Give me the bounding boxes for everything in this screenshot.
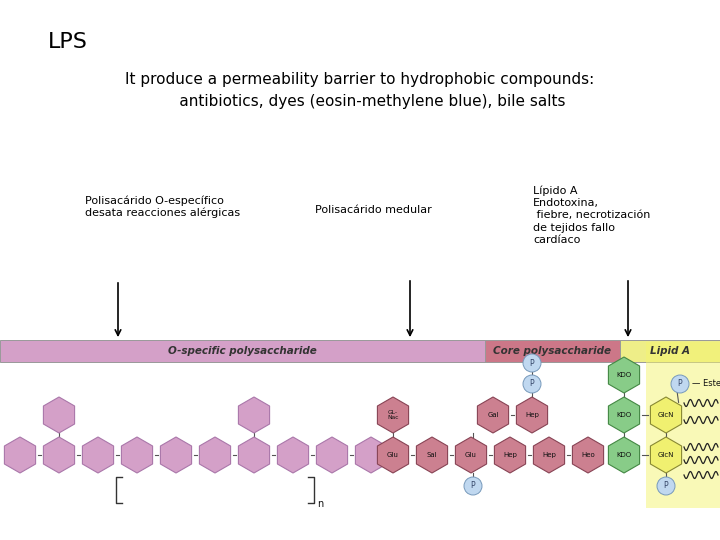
Polygon shape	[43, 397, 75, 433]
Polygon shape	[238, 397, 269, 433]
Text: Polisacárido medular: Polisacárido medular	[315, 205, 432, 215]
Text: Hep: Hep	[525, 412, 539, 418]
Text: Glu: Glu	[387, 452, 399, 458]
Polygon shape	[82, 437, 114, 473]
Polygon shape	[199, 437, 230, 473]
Text: O-specific polysaccharide: O-specific polysaccharide	[168, 346, 316, 356]
Text: Glu: Glu	[465, 452, 477, 458]
Text: P: P	[664, 482, 668, 490]
Polygon shape	[495, 437, 526, 473]
Text: KDO: KDO	[616, 452, 631, 458]
Polygon shape	[608, 397, 639, 433]
Circle shape	[464, 477, 482, 495]
Polygon shape	[572, 437, 603, 473]
Text: KDO: KDO	[616, 412, 631, 418]
Bar	[485, 340, 620, 362]
Polygon shape	[477, 397, 508, 433]
Text: Gal: Gal	[487, 412, 499, 418]
Text: GL-
Nac: GL- Nac	[387, 410, 399, 420]
Text: LPS: LPS	[48, 32, 88, 52]
Polygon shape	[161, 437, 192, 473]
Text: — Ester amine: — Ester amine	[692, 379, 720, 388]
Bar	[646, 342, 720, 508]
Polygon shape	[650, 397, 682, 433]
Polygon shape	[4, 437, 35, 473]
Circle shape	[523, 375, 541, 393]
Text: P: P	[471, 482, 475, 490]
Polygon shape	[277, 437, 309, 473]
Text: Lípido A
Endotoxina,
 fiebre, necrotización
de tejidos fallo
cardíaco: Lípido A Endotoxina, fiebre, necrotizaci…	[533, 185, 650, 245]
Text: P: P	[678, 380, 683, 388]
Polygon shape	[608, 437, 639, 473]
Text: Lipid A: Lipid A	[650, 346, 690, 356]
Polygon shape	[356, 437, 387, 473]
Polygon shape	[608, 357, 639, 393]
Text: Polisacárido O-específico
desata reacciones alérgicas: Polisacárido O-específico desata reaccio…	[85, 195, 240, 218]
Bar	[620, 340, 720, 362]
Polygon shape	[377, 397, 408, 433]
Text: Sal: Sal	[427, 452, 437, 458]
Text: Core polysaccharide: Core polysaccharide	[493, 346, 611, 356]
Bar	[0, 340, 485, 362]
Polygon shape	[43, 437, 75, 473]
Text: GlcN: GlcN	[658, 452, 674, 458]
Text: Hep: Hep	[503, 452, 517, 458]
Polygon shape	[238, 437, 269, 473]
Text: GlcN: GlcN	[658, 412, 674, 418]
Text: KDO: KDO	[616, 372, 631, 378]
Polygon shape	[416, 437, 448, 473]
Text: It produce a permeability barrier to hydrophobic compounds:
     antibiotics, dy: It produce a permeability barrier to hyd…	[125, 72, 595, 109]
Polygon shape	[122, 437, 153, 473]
Text: n: n	[317, 499, 323, 509]
Circle shape	[523, 354, 541, 372]
Text: P: P	[530, 359, 534, 368]
Text: Heo: Heo	[581, 452, 595, 458]
Text: Hep: Hep	[542, 452, 556, 458]
Circle shape	[671, 375, 689, 393]
Polygon shape	[377, 437, 408, 473]
Circle shape	[657, 477, 675, 495]
Text: P: P	[530, 380, 534, 388]
Polygon shape	[316, 437, 348, 473]
Polygon shape	[456, 437, 487, 473]
Polygon shape	[650, 437, 682, 473]
Polygon shape	[516, 397, 548, 433]
Polygon shape	[534, 437, 564, 473]
